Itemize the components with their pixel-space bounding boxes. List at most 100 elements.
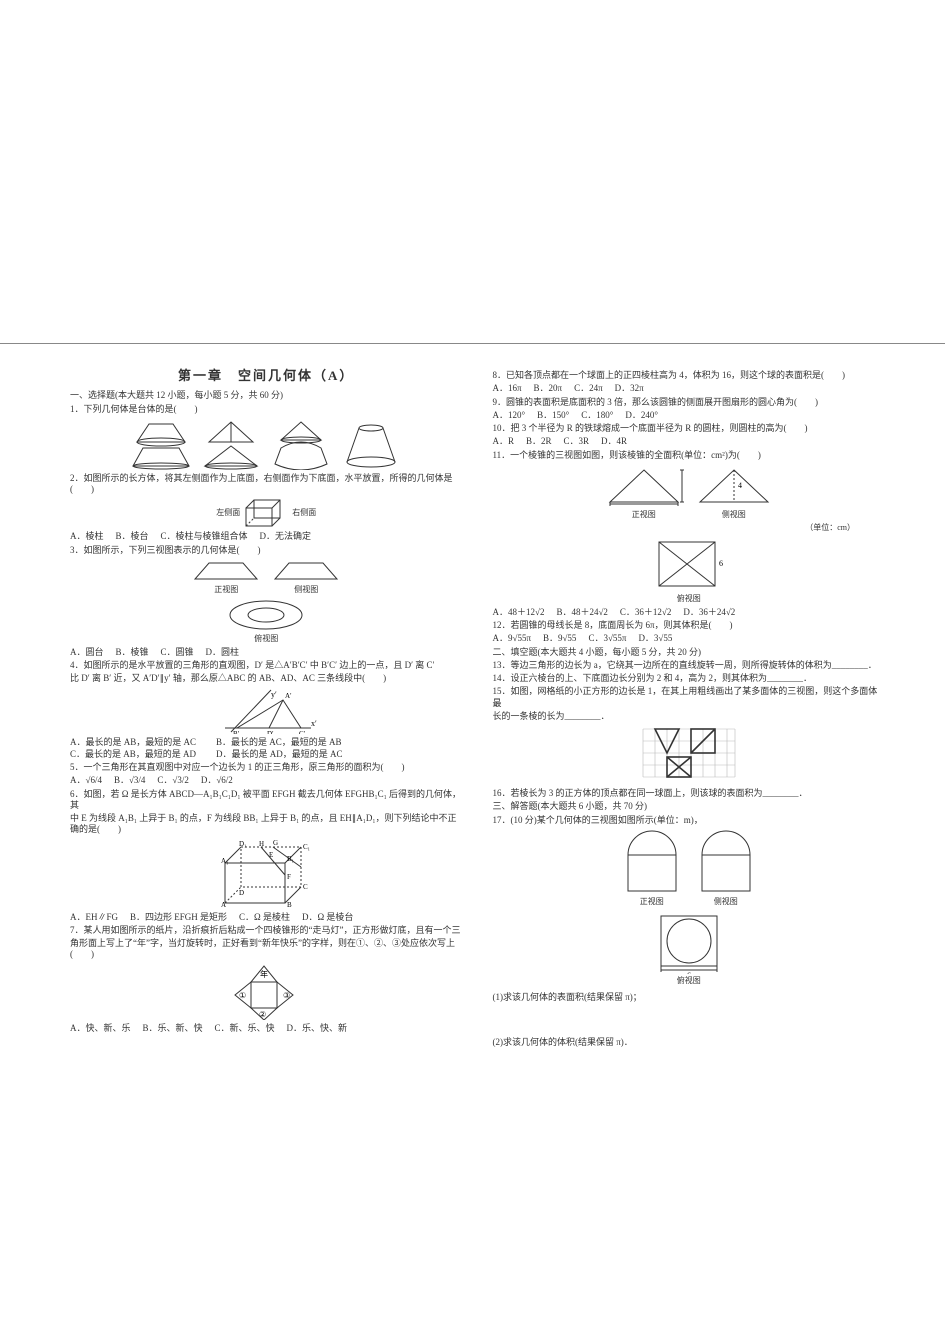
q6-stem-l2: 中 E 为线段 A₁B₁ 上异于 B₁ 的点，F 为线段 BB₁ 上异于 B₁ … (70, 813, 463, 836)
q2-opt-a: A．棱柱 (70, 531, 104, 542)
q7-nian-char: 年 (260, 969, 268, 979)
q17-top-view: 6 (653, 910, 725, 974)
q9-opt-a: A．120° (493, 410, 526, 421)
q11-top-cap: 俯视图 (677, 594, 701, 604)
q9-opt-d: D．240° (625, 410, 658, 421)
q8-opt-b: B．20π (534, 383, 563, 394)
q11-opt-b: B．48＋24√2 (556, 607, 607, 618)
q11-side-view: 4 (694, 464, 774, 508)
q11-front-view: 6 (604, 464, 684, 508)
q17-front-side: 正视图 侧视图 (493, 829, 886, 907)
q10-opt-a: A．R (493, 436, 515, 447)
q17-front-view (620, 829, 684, 895)
q11-opt-c: C．36＋12√2 (620, 607, 671, 618)
q6-opt-a: A．EH∥FG (70, 912, 118, 923)
q3-opt-a: A．圆台 (70, 647, 104, 658)
q4-opt-c: C．最长的是 AB，最短的是 AD (70, 749, 196, 760)
q3-opt-c: C．圆锥 (161, 647, 194, 658)
q4-opt-a: A．最长的是 AB，最短的是 AC (70, 737, 196, 748)
q6-opt-b: B．四边形 EFGH 是矩形 (130, 912, 227, 923)
svg-text:C₁: C₁ (303, 843, 310, 851)
svg-text:D′: D′ (267, 730, 274, 734)
q9-opt-b: B．150° (537, 410, 569, 421)
q8-stem: 8．已知各顶点都在一个球面上的正四棱柱高为 4，体积为 16，则这个球的表面积是… (493, 370, 886, 381)
q7-net: 年 ① ② ③ (211, 964, 321, 1020)
q11-opt-a: A．48＋12√2 (493, 607, 545, 618)
q17-gap (493, 1005, 886, 1035)
q11-dim-6b: 6 (719, 559, 723, 568)
q12-opt-b: B．9√55 (543, 633, 576, 644)
q6-opts: A．EH∥FG B．四边形 EFGH 是矩形 C．Ω 是棱柱 D．Ω 是棱台 (70, 912, 463, 923)
content-columns: 第一章 空间几何体（A） 一、选择题(本大题共 12 小题，每小题 5 分，共 … (70, 368, 885, 1050)
q5-opt-c: C．√3/2 (157, 775, 188, 786)
svg-text:y′: y′ (271, 690, 277, 699)
q15-figure (493, 725, 886, 785)
q11-opts: A．48＋12√2 B．48＋24√2 C．36＋12√2 D．36＋24√2 (493, 607, 886, 618)
q6-stem-l1: 6．如图，若 Ω 是长方体 ABCD—A₁B₁C₁D₁ 被平面 EFGH 截去几… (70, 789, 463, 812)
right-column: 8．已知各顶点都在一个球面上的正四棱柱高为 4，体积为 16，则这个球的表面积是… (493, 368, 886, 1050)
svg-text:H: H (259, 840, 264, 848)
q3-opt-b: B．棱锥 (116, 647, 149, 658)
q13-stem: 13．等边三角形的边长为 a，它绕其一边所在的直线旋转一周，则所得旋转体的体积为… (493, 660, 886, 671)
q12-opt-c: C．3√55π (588, 633, 626, 644)
q16-stem: 16．若棱长为 3 的正方体的顶点都在同一球面上，则该球的表面积为_______… (493, 788, 886, 799)
q4-triangle: y′ x′ B′ D′ C′ A′ (211, 688, 321, 734)
q2-opt-b: B．棱台 (116, 531, 149, 542)
q7-figure: 年 ① ② ③ (70, 964, 463, 1020)
q17-dim-6: 6 (687, 971, 691, 974)
q17-part1: (1)求该几何体的表面积(结果保留 π)； (493, 992, 886, 1003)
section-1-label: 一、选择题(本大题共 12 小题，每小题 5 分，共 60 分) (70, 390, 463, 401)
svg-text:②: ② (259, 1010, 266, 1019)
q1-figures (70, 418, 463, 470)
q6-figure: A₁ D₁ C₁ H G B₁ F E A D C B (70, 839, 463, 909)
q10-opts: A．R B．2R C．3R D．4R (493, 436, 886, 447)
q10-stem: 10．把 3 个半径为 R 的铁球熔成一个底面半径为 R 的圆柱，则圆柱的高为(… (493, 423, 886, 434)
q17-side-cap: 侧视图 (714, 897, 738, 907)
svg-text:③: ③ (283, 991, 290, 1000)
q7-stem-l1: 7．某人用如图所示的纸片，沿折痕折后粘成一个四棱锥形的“走马灯”，正方形做灯底，… (70, 925, 463, 936)
svg-text:x′: x′ (311, 719, 317, 728)
q15-grid (639, 725, 739, 785)
section-3-label: 三、解答题(本大题共 6 小题，共 70 分) (493, 801, 886, 812)
q5-opts: A．√6/4 B．√3/4 C．√3/2 D．√6/2 (70, 775, 463, 786)
q17-front-cap: 正视图 (640, 897, 664, 907)
top-rule (0, 343, 945, 344)
q8-opt-a: A．16π (493, 383, 522, 394)
q12-stem: 12．若圆锥的母线长是 8，底面周长为 6π，则其体积是( ) (493, 620, 886, 631)
svg-text:F: F (287, 873, 291, 881)
chapter-title: 第一章 空间几何体（A） (70, 368, 463, 384)
svg-text:B₁: B₁ (287, 855, 294, 863)
q2-opts: A．棱柱 B．棱台 C．棱柱与棱锥组合体 D．无法确定 (70, 531, 463, 542)
q7-opt-b: B．乐、新、快 (143, 1023, 203, 1034)
q1-fig-b (201, 418, 261, 470)
q17-stem: 17．(10 分)某个几何体的三视图如图所示(单位：m)， (493, 815, 886, 826)
q5-opt-a: A．√6/4 (70, 775, 102, 786)
q5-opt-d: D．√6/2 (201, 775, 233, 786)
q6-opt-d: D．Ω 是棱台 (302, 912, 353, 923)
q2-opt-c: C．棱柱与棱锥组合体 (161, 531, 248, 542)
q17-side-view (694, 829, 758, 895)
left-column: 第一章 空间几何体（A） 一、选择题(本大题共 12 小题，每小题 5 分，共 … (70, 368, 463, 1050)
svg-text:D₁: D₁ (239, 840, 247, 848)
svg-text:A: A (221, 901, 226, 909)
q2-left-label: 左侧面 (216, 508, 240, 518)
q10-opt-d: D．4R (601, 436, 627, 447)
svg-text:E: E (269, 851, 273, 859)
q7-opt-a: A．快、新、乐 (70, 1023, 131, 1034)
q6-opt-c: C．Ω 是棱柱 (239, 912, 290, 923)
q17-top-cap: 俯视图 (677, 976, 701, 986)
q14-stem: 14．设正六棱台的上、下底面边长分别为 2 和 4，高为 2，则其体积为____… (493, 673, 886, 684)
q11-unit-note: （单位：cm） (493, 523, 886, 533)
svg-text:B′: B′ (233, 730, 240, 734)
q7-opt-d: D．乐、快、新 (287, 1023, 348, 1034)
q11-side-cap: 侧视图 (722, 510, 746, 520)
q3-opts: A．圆台 B．棱锥 C．圆锥 D．圆柱 (70, 647, 463, 658)
svg-text:D: D (239, 889, 244, 897)
q9-stem: 9．圆锥的表面积是底面积的 3 倍，那么该圆锥的侧面展开图扇形的圆心角为( ) (493, 397, 886, 408)
q3-stem: 3．如图所示，下列三视图表示的几何体是( ) (70, 545, 463, 556)
svg-text:G: G (273, 839, 278, 847)
q10-opt-c: C．3R (564, 436, 590, 447)
q3-front-view (191, 559, 261, 583)
svg-text:C′: C′ (299, 730, 306, 734)
svg-text:C: C (303, 883, 308, 891)
